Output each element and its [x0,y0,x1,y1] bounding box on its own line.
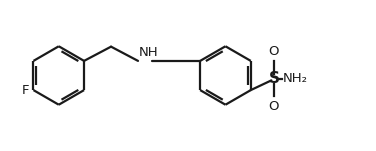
Text: O: O [269,45,279,58]
Text: NH: NH [139,46,159,59]
Text: NH₂: NH₂ [283,72,308,85]
Text: O: O [269,100,279,113]
Text: F: F [21,84,29,97]
Text: S: S [268,71,279,86]
